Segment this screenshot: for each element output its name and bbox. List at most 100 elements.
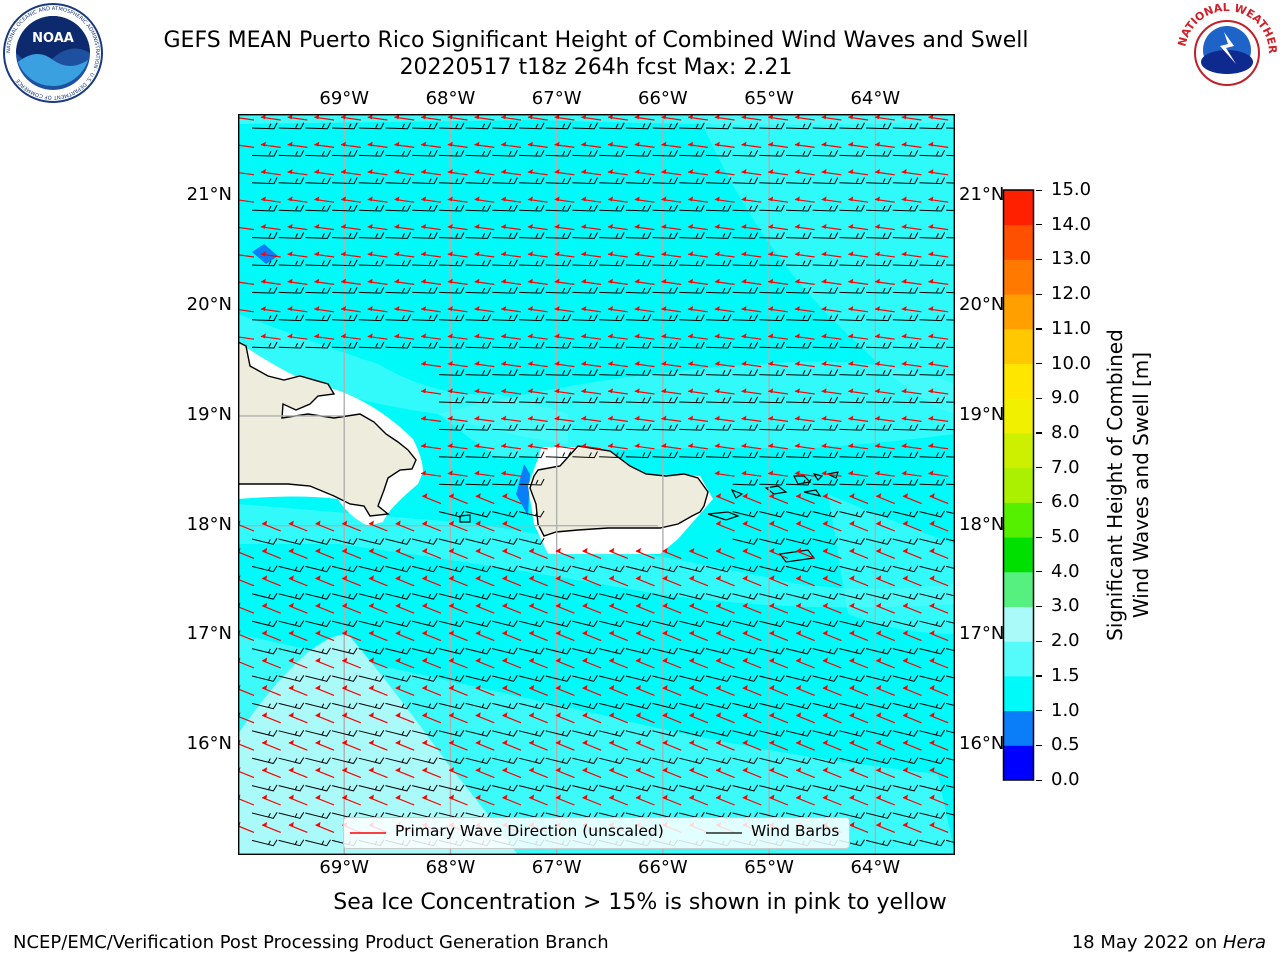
wave-direction-arrowhead (876, 602, 882, 608)
wind-barb (679, 729, 705, 737)
lon-label-bottom: 67°W (531, 857, 582, 878)
wind-barb (946, 456, 955, 458)
wave-direction-arrowhead (741, 278, 747, 284)
wave-direction-arrowhead (876, 547, 882, 553)
wind-barb (625, 565, 652, 573)
wind-barb (492, 675, 518, 682)
wind-barb (305, 122, 331, 130)
wind-barb (438, 177, 465, 185)
wave-direction-arrowhead (501, 278, 507, 284)
wind-barb (465, 122, 492, 130)
wind-barb (465, 647, 492, 655)
wave-direction-arrowhead (688, 251, 694, 257)
wind-barb (946, 648, 955, 652)
wind-barb (331, 565, 358, 573)
wind-barb (892, 451, 919, 459)
wave-direction-arrowhead (367, 169, 373, 175)
wave-direction-arrowhead (449, 575, 455, 581)
wind-barb (518, 396, 545, 404)
wave-direction-arrowhead (634, 169, 640, 175)
wind-barb (679, 647, 705, 655)
wind-barb (545, 620, 572, 628)
wind-barb (705, 369, 732, 376)
wind-barb (919, 314, 946, 322)
wave-direction-arrowhead (714, 306, 720, 312)
wind-barb (892, 812, 919, 819)
wind-barb (305, 538, 331, 545)
wave-direction-arrowhead (449, 657, 455, 663)
wave-direction-arrowhead (474, 470, 480, 476)
wave-direction-arrowhead (928, 470, 934, 476)
wave-direction-arrowhead (768, 415, 774, 421)
wind-barb (385, 675, 411, 682)
wave-direction-arrowhead (662, 657, 668, 663)
wave-direction-arrowhead (716, 684, 722, 690)
wind-barb (385, 538, 411, 545)
wind-barb (625, 451, 652, 459)
wave-direction-arrowhead (769, 739, 775, 745)
wind-barb (278, 538, 305, 545)
wave-direction-arrowhead (422, 575, 428, 581)
wave-direction-arrowhead (928, 415, 934, 421)
lon-label-top: 68°W (425, 88, 476, 109)
wave-direction-arrowhead (848, 470, 854, 476)
wind-barb (412, 675, 438, 682)
wind-barb (625, 396, 652, 404)
wave-direction-arrowhead (928, 360, 934, 366)
wave-direction-arrowhead (287, 278, 293, 284)
wave-direction-arrowhead (394, 196, 400, 202)
wave-direction-arrowhead (716, 520, 722, 526)
wave-direction-arrowhead (848, 415, 854, 421)
wind-barb (759, 729, 785, 737)
wave-direction-arrowhead (395, 630, 401, 636)
wind-barb (599, 451, 625, 459)
wind-barb (759, 396, 785, 404)
wind-barb (892, 647, 919, 655)
wind-barb (892, 839, 919, 847)
wind-barb (652, 286, 679, 294)
wind-barb (545, 259, 572, 267)
wind-barb (946, 401, 955, 403)
wave-direction-arrowhead (582, 684, 588, 690)
wind-barb (946, 209, 955, 212)
wind-barb (412, 314, 438, 322)
wind-barb (572, 757, 598, 765)
wave-direction-arrowhead (474, 251, 480, 257)
wind-barbs-legend-label: Wind Barbs (751, 822, 840, 840)
wind-barb (732, 369, 759, 376)
wind-barb (812, 592, 839, 600)
wave-direction-arrowhead (609, 575, 615, 581)
wave-direction-arrowhead (314, 141, 320, 147)
wave-direction-arrowhead (661, 114, 667, 120)
wind-barb (545, 204, 572, 212)
wind-barb (865, 729, 892, 737)
wind-barb (759, 149, 785, 157)
wind-barb (492, 592, 518, 600)
wind-barb (599, 232, 625, 239)
wind-barb (412, 259, 438, 267)
wave-direction-arrowhead (422, 739, 428, 745)
wind-barb (545, 423, 572, 431)
wave-direction-arrowhead (262, 547, 268, 553)
wave-direction-arrow (238, 171, 255, 176)
wind-barb (438, 232, 465, 239)
colorbar-tick-label: 0.0 (1051, 769, 1080, 790)
wind-barb (919, 784, 945, 792)
wind-barb (545, 177, 572, 185)
wind-barb (358, 675, 385, 682)
colorbar-segment (1004, 571, 1033, 607)
wind-barb (438, 675, 465, 682)
wave-direction-arrow (238, 254, 255, 258)
wave-direction-arrowhead (689, 739, 695, 745)
wind-barb (705, 341, 732, 349)
wave-direction-arrowhead (340, 251, 346, 257)
wave-direction-arrowhead (502, 684, 508, 690)
wave-direction-arrowhead (287, 251, 293, 257)
wave-direction-arrowhead (449, 712, 455, 718)
wave-direction-arrowhead (527, 415, 533, 421)
wind-barb (492, 286, 518, 294)
wind-barb (705, 757, 732, 765)
wave-direction-arrowhead (822, 712, 828, 718)
wave-direction-arrowhead (821, 470, 827, 476)
wind-barb (679, 369, 705, 376)
